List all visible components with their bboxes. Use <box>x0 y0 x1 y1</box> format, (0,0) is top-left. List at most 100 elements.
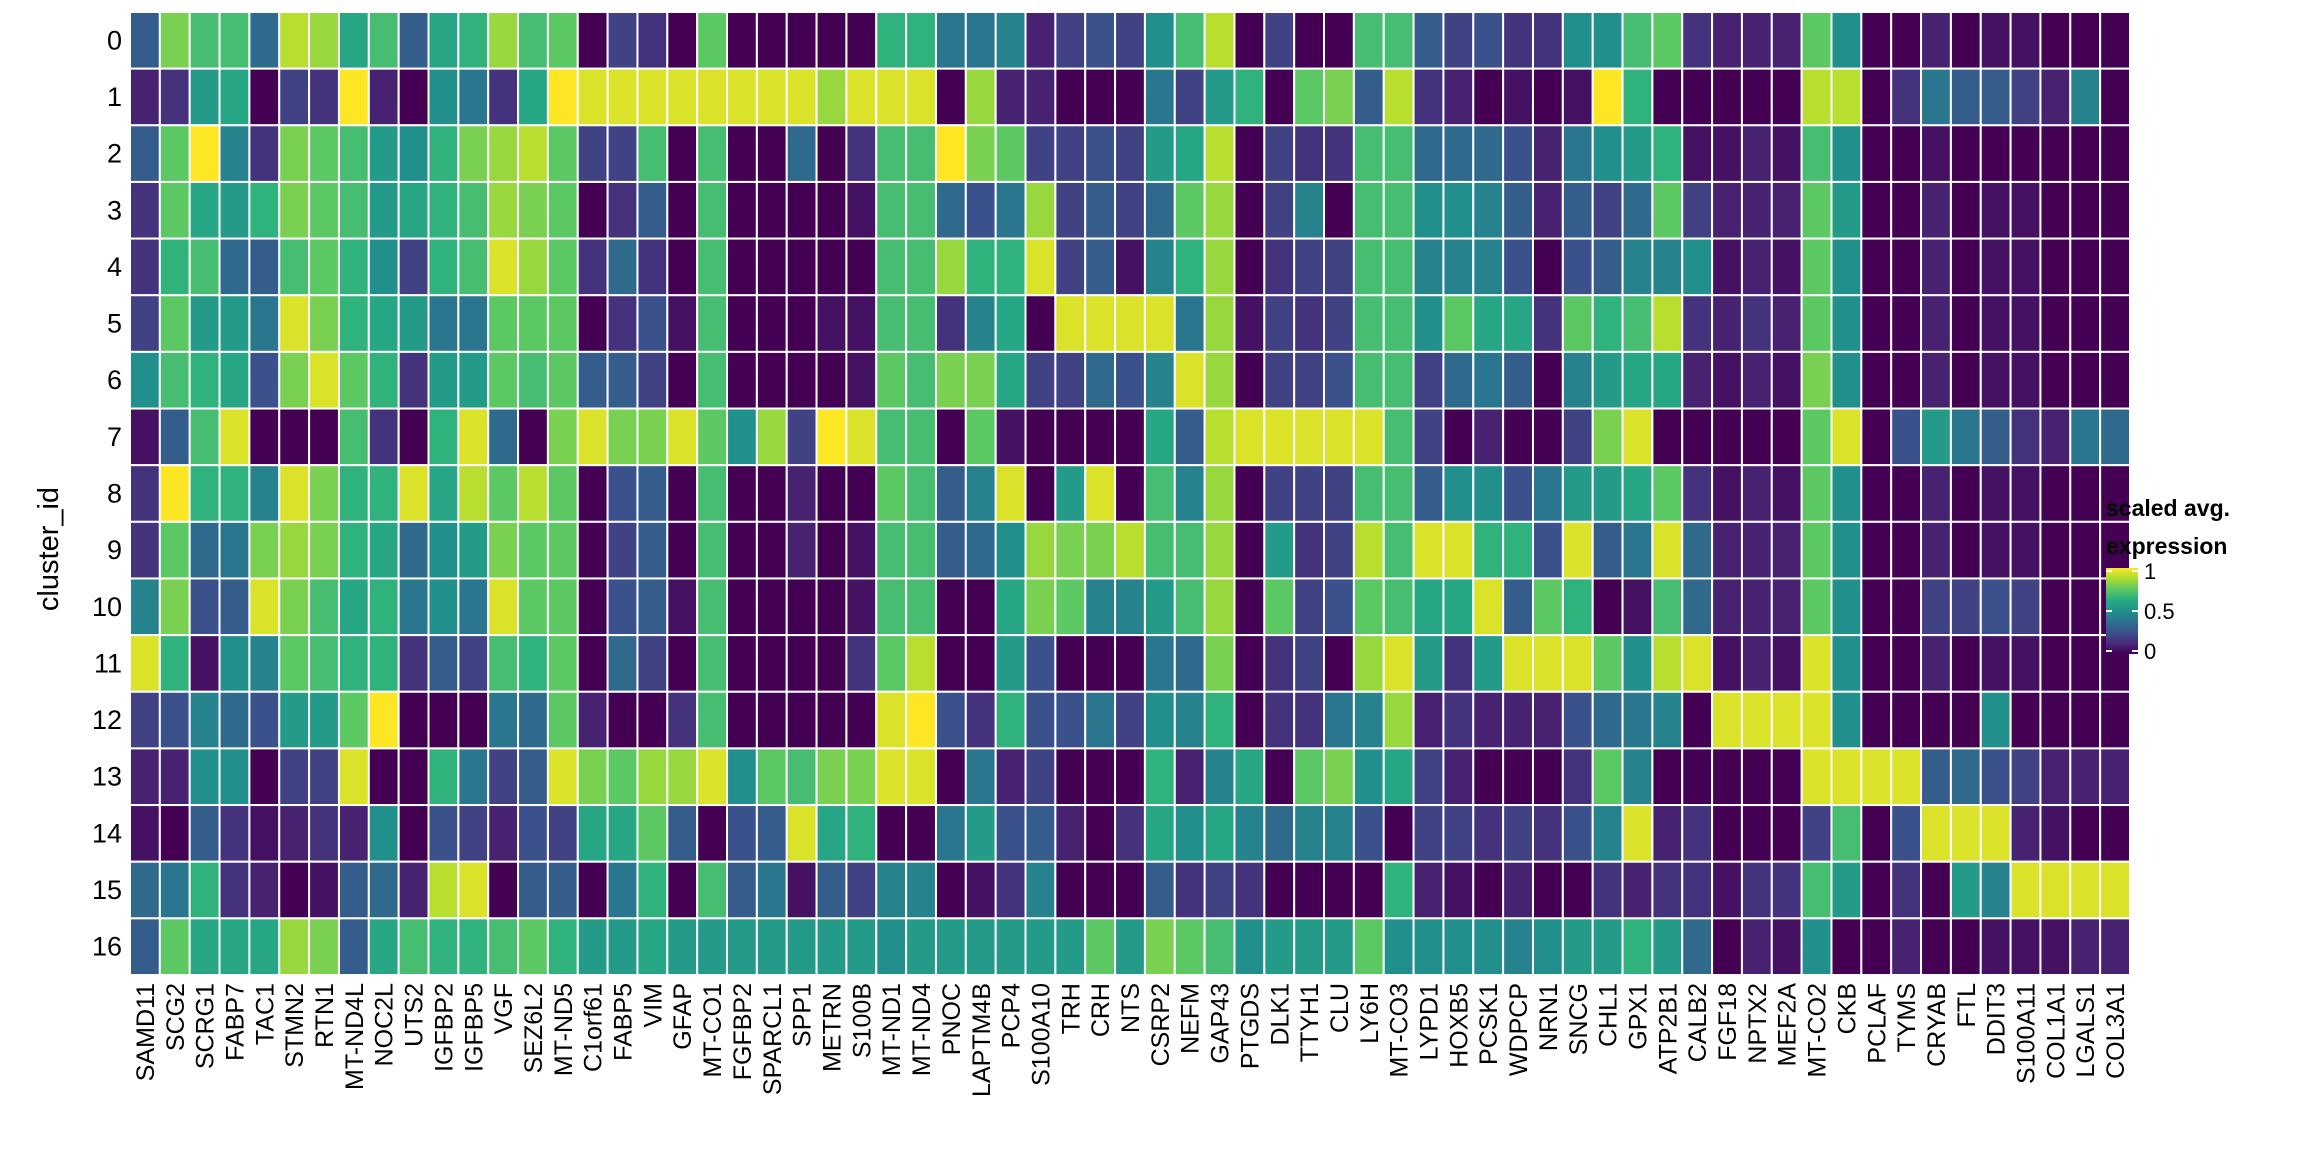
cell-13-RTN1 <box>308 747 340 807</box>
cell-0-FTL <box>1949 11 1982 70</box>
cell-12-GPX1 <box>1621 690 1654 750</box>
cell-1-FGF18 <box>1711 67 1743 127</box>
cell-8-MT-CO1 <box>696 464 729 523</box>
cell-12-MT-ND5 <box>546 690 579 750</box>
cell-0-NPTX2 <box>1740 11 1773 70</box>
cell-10-IGFBP5 <box>457 577 490 637</box>
cell-11-SCRG1 <box>188 634 221 693</box>
y-tick-0: 0 <box>107 25 122 55</box>
cell-14-NEFM <box>1173 804 1206 863</box>
cell-4-CALB2 <box>1681 237 1714 297</box>
cell-3-PCP4 <box>994 180 1027 240</box>
cell-9-TRH <box>1054 520 1087 580</box>
cell-5-LY6H <box>1352 294 1385 353</box>
cell-13-WDPCP <box>1502 747 1534 807</box>
cell-8-NTS <box>1114 464 1146 523</box>
cell-1-GFAP <box>666 67 699 127</box>
cell-13-C1orf61 <box>576 747 609 807</box>
cell-0-SCG2 <box>158 11 191 70</box>
cell-6-NTS <box>1114 350 1146 410</box>
cell-5-CRYAB <box>1920 294 1952 353</box>
cell-2-TRH <box>1054 124 1087 183</box>
cell-8-SEZ6L2 <box>517 464 549 523</box>
cell-4-PNOC <box>934 237 967 297</box>
cell-16-FTL <box>1949 917 1982 976</box>
cell-9-LY6H <box>1352 520 1385 580</box>
cell-13-MEF2A <box>1770 747 1803 807</box>
cell-0-STMN2 <box>278 11 311 70</box>
cell-0-CRYAB <box>1920 11 1952 70</box>
cell-16-IGFBP2 <box>427 917 460 976</box>
cell-1-MT-CO3 <box>1382 67 1415 127</box>
cell-11-SNCG <box>1561 634 1594 693</box>
cell-2-NOC2L <box>367 124 400 183</box>
cell-13-MT-ND4 <box>905 747 937 807</box>
cell-2-TAC1 <box>248 124 281 183</box>
cell-13-CRH <box>1084 747 1117 807</box>
x-tick-MEF2A: MEF2A <box>1774 983 1802 1067</box>
cell-13-MT-ND5 <box>546 747 579 807</box>
cell-14-LGALS1 <box>2069 804 2102 863</box>
cell-5-MT-ND5 <box>546 294 579 353</box>
cell-4-PCLAF <box>1860 237 1893 297</box>
cell-6-DDIT3 <box>1979 350 2012 410</box>
cell-5-TTYH1 <box>1293 294 1326 353</box>
cell-14-IGFBP5 <box>457 804 490 863</box>
cell-6-S100B <box>845 350 878 410</box>
cell-3-CRH <box>1084 180 1117 240</box>
cell-15-FGF18 <box>1711 860 1743 920</box>
cell-15-PCP4 <box>994 860 1027 920</box>
cell-4-COL3A1 <box>2099 237 2131 297</box>
cell-12-SNCG <box>1561 690 1594 750</box>
cell-10-LGALS1 <box>2069 577 2102 637</box>
cell-4-FGF18 <box>1711 237 1743 297</box>
cell-1-SEZ6L2 <box>517 67 549 127</box>
cell-6-TRH <box>1054 350 1087 410</box>
cell-8-LYPD1 <box>1412 464 1445 523</box>
cell-16-TTYH1 <box>1293 917 1326 976</box>
cell-4-DDIT3 <box>1979 237 2012 297</box>
cell-10-VIM <box>636 577 669 637</box>
cell-6-DLK1 <box>1263 350 1296 410</box>
cell-10-PCSK1 <box>1472 577 1505 637</box>
cell-9-TYMS <box>1890 520 1923 580</box>
cell-2-LGALS1 <box>2069 124 2102 183</box>
cell-15-NRN1 <box>1531 860 1564 920</box>
cell-2-IGFBP2 <box>427 124 460 183</box>
cell-15-FGFBP2 <box>726 860 758 920</box>
x-tick-LAPTM4B: LAPTM4B <box>968 983 996 1097</box>
cell-7-C1orf61 <box>576 407 609 467</box>
cell-13-S100A11 <box>2009 747 2042 807</box>
cell-8-PCLAF <box>1860 464 1893 523</box>
cell-0-LAPTM4B <box>964 11 997 70</box>
cell-11-LAPTM4B <box>964 634 997 693</box>
cell-5-NEFM <box>1173 294 1206 353</box>
cell-3-PCSK1 <box>1472 180 1505 240</box>
cell-1-GPX1 <box>1621 67 1654 127</box>
cell-3-WDPCP <box>1502 180 1534 240</box>
cell-5-MT-CO2 <box>1800 294 1833 353</box>
cell-3-S100A11 <box>2009 180 2042 240</box>
cell-11-TYMS <box>1890 634 1923 693</box>
cell-4-SCG2 <box>158 237 191 297</box>
y-tick-6: 6 <box>107 365 122 395</box>
cell-13-MT-ND4L <box>337 747 370 807</box>
cell-14-IGFBP2 <box>427 804 460 863</box>
cell-1-HOXB5 <box>1442 67 1475 127</box>
cell-1-ATP2B1 <box>1651 67 1684 127</box>
cell-10-MT-CO2 <box>1800 577 1833 637</box>
cell-15-SPARCL1 <box>755 860 788 920</box>
cell-7-SPP1 <box>785 407 818 467</box>
cell-4-CLU <box>1323 237 1355 297</box>
cell-10-MEF2A <box>1770 577 1803 637</box>
cell-0-SPARCL1 <box>755 11 788 70</box>
cell-0-SNCG <box>1561 11 1594 70</box>
cell-11-SPP1 <box>785 634 818 693</box>
cell-13-PNOC <box>934 747 967 807</box>
cell-11-FGFBP2 <box>726 634 758 693</box>
cell-8-S100A10 <box>1024 464 1057 523</box>
cell-12-S100A11 <box>2009 690 2042 750</box>
cell-5-TAC1 <box>248 294 281 353</box>
cell-5-DLK1 <box>1263 294 1296 353</box>
cell-3-NOC2L <box>367 180 400 240</box>
